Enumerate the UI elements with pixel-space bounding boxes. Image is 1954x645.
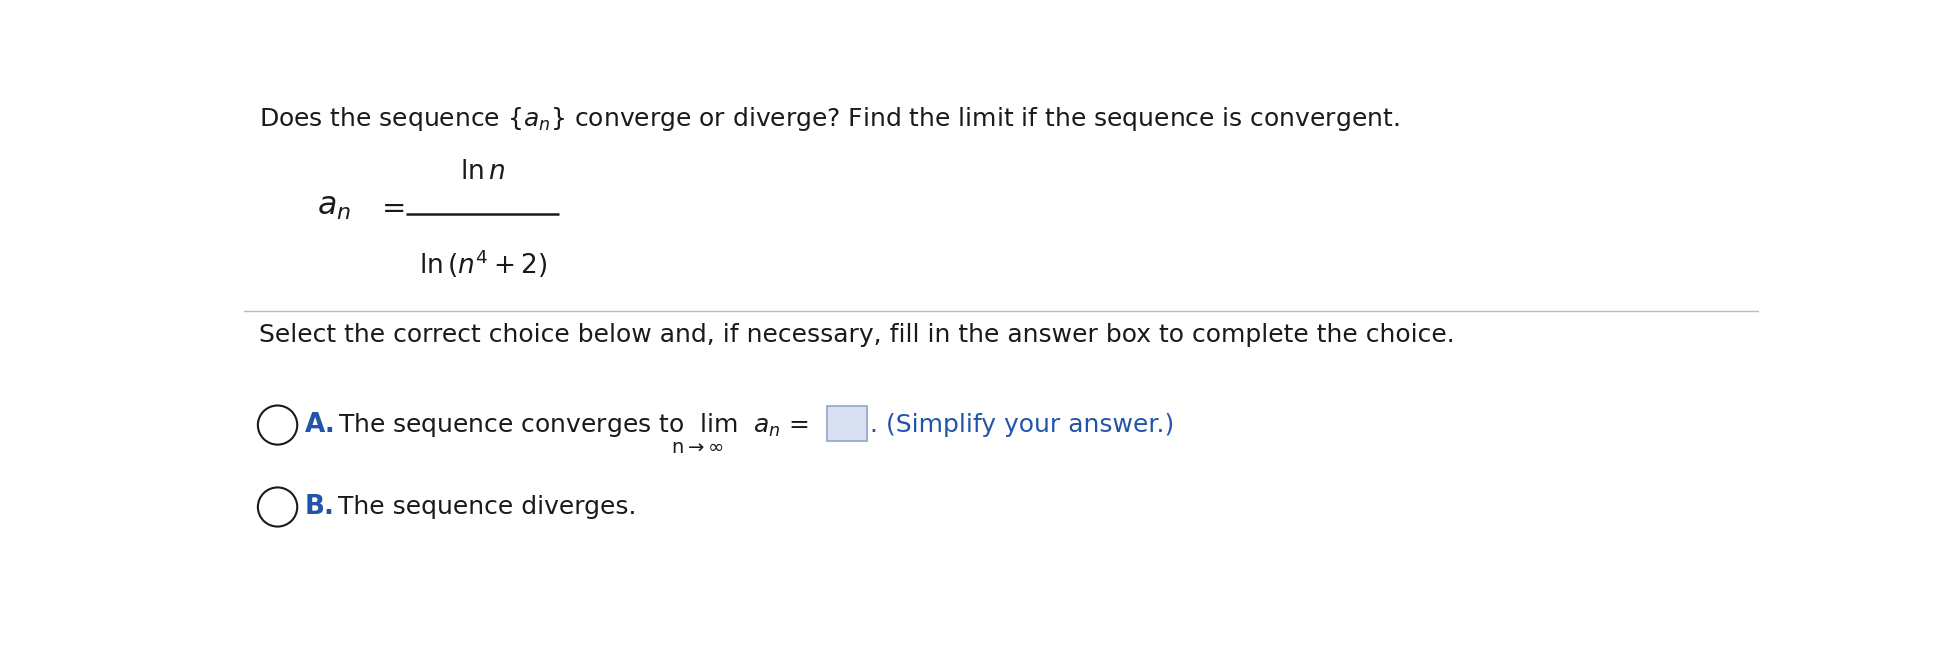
Text: A.: A.: [305, 412, 336, 438]
Text: Does the sequence $\{a_n\}$ converge or diverge? Find the limit if the sequence : Does the sequence $\{a_n\}$ converge or …: [260, 104, 1399, 133]
Text: B.: B.: [305, 494, 334, 520]
Text: $\mathrm{ln}\, n$: $\mathrm{ln}\, n$: [459, 159, 506, 184]
FancyBboxPatch shape: [827, 406, 868, 441]
Text: $=$: $=$: [375, 192, 404, 221]
Text: Select the correct choice below and, if necessary, fill in the answer box to com: Select the correct choice below and, if …: [260, 323, 1456, 347]
Text: $a_n$: $a_n$: [317, 191, 352, 222]
Text: The sequence converges to  lim  $a_n$ =: The sequence converges to lim $a_n$ =: [338, 411, 809, 439]
Text: The sequence diverges.: The sequence diverges.: [338, 495, 637, 519]
Text: . (Simplify your answer.): . (Simplify your answer.): [870, 413, 1174, 437]
Text: n$\rightarrow\infty$: n$\rightarrow\infty$: [670, 438, 723, 457]
Text: $\mathrm{ln}\,(n^4 + 2)$: $\mathrm{ln}\,(n^4 + 2)$: [418, 248, 547, 280]
